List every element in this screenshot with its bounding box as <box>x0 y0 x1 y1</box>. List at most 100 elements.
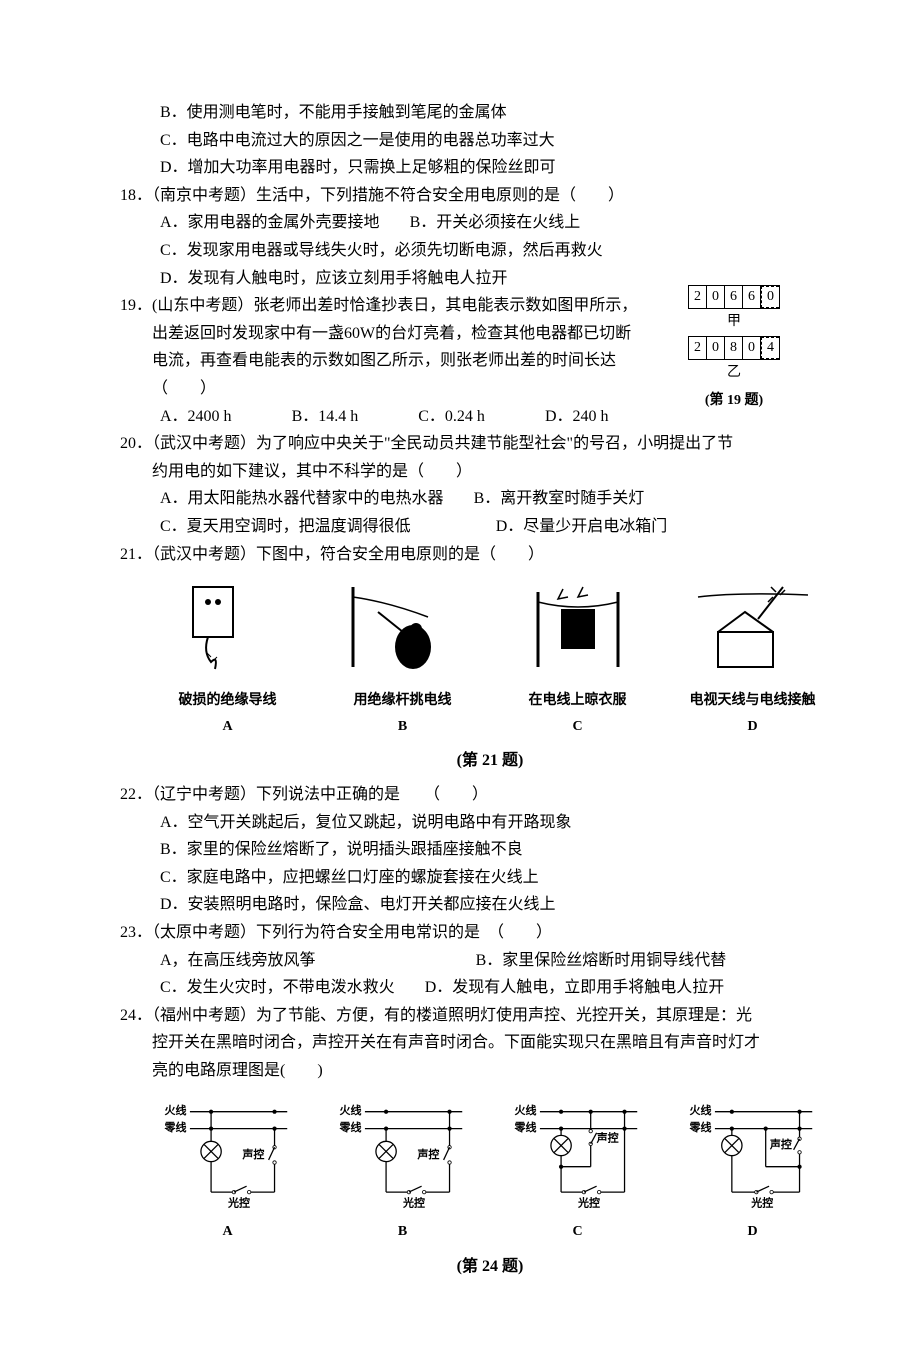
q24-circuits: 火线 零线 声控 光控 A <box>140 1099 840 1244</box>
svg-text:光控: 光控 <box>227 1195 250 1209</box>
q23-d: D．发现有人触电，立即用手将触电人拉开 <box>425 975 725 1001</box>
q17-opt-d: D．增加大功率用电器时，只需换上足够粗的保险丝即可 <box>120 155 860 181</box>
cap: 电视天线与电线接触 <box>665 690 840 712</box>
q18-a: A．家用电器的金属外壳要接地 <box>160 210 380 236</box>
meter-yi-label: 乙 <box>688 362 780 384</box>
circuit-b: 火线 零线 声控 光控 B <box>315 1099 490 1244</box>
svg-text:零线: 零线 <box>163 1120 186 1134</box>
lbl: B <box>315 716 490 738</box>
cap: 破损的绝缘导线 <box>140 690 315 712</box>
svg-text:火线: 火线 <box>514 1103 536 1117</box>
cap: 在电线上晾衣服 <box>490 690 665 712</box>
q21-stem: 21．（武汉中考题）下图中，符合安全用电原则的是（ ） <box>120 542 860 568</box>
lbl: C <box>490 716 665 738</box>
d: 2 <box>689 337 707 359</box>
q20-b: B．离开教室时随手关灯 <box>474 486 645 512</box>
q21-figures: 破损的绝缘导线 A 用绝缘杆挑电线 B 在电线上晾衣服 C <box>140 577 840 738</box>
q23-a: A，在高压线旁放风筝 <box>160 948 316 974</box>
svg-text:光控: 光控 <box>577 1195 600 1209</box>
q21-fig-a: 破损的绝缘导线 A <box>140 577 315 738</box>
q21-fig-d: 电视天线与电线接触 D <box>665 577 840 738</box>
lbl: A <box>140 1221 315 1243</box>
d: 0 <box>707 337 725 359</box>
svg-text:光控: 光控 <box>402 1195 425 1209</box>
q18-c: C．发现家用电器或导线失火时，必须先切断电源，然后再救火 <box>120 238 860 264</box>
q22-stem: 22．（辽宁中考题）下列说法中正确的是 （ ） <box>120 782 860 808</box>
q19-meters: 2 0 6 6 0 甲 2 0 8 0 4 乙 (第 19 题) <box>688 283 780 413</box>
q20-c: C．夏天用空调时，把温度调得很低 <box>160 514 411 540</box>
svg-text:声控: 声控 <box>595 1130 618 1144</box>
q20-a: A．用太阳能热水器代替家中的电热水器 <box>160 486 444 512</box>
circuit-d-svg: 火线 零线 声控 <box>683 1099 823 1209</box>
lbl: C <box>490 1221 665 1243</box>
svg-text:光控: 光控 <box>750 1195 773 1209</box>
d: 2 <box>689 286 707 308</box>
q19-c: C．0.24 h <box>418 404 485 430</box>
q18-stem: 18．（南京中考题）生活中，下列措施不符合安全用电原则的是（ ） <box>120 183 860 209</box>
lbl: D <box>665 1221 840 1243</box>
circuit-a-svg: 火线 零线 声控 光控 <box>158 1099 298 1209</box>
q17-opt-b: B．使用测电笔时，不能用手接触到笔尾的金属体 <box>120 100 860 126</box>
q20-stem: 20．（武汉中考题）为了响应中央关于"全民动员共建节能型社会"的号召，小明提出了… <box>120 431 860 457</box>
svg-text:声控: 声控 <box>241 1147 264 1161</box>
svg-text:火线: 火线 <box>164 1103 186 1117</box>
q22-d: D．安装照明电路时，保险盒、电灯开关都应接在火线上 <box>120 892 860 918</box>
d: 0 <box>761 286 779 308</box>
insulated-pole-icon <box>338 577 468 677</box>
d: 0 <box>743 337 761 359</box>
svg-text:零线: 零线 <box>338 1120 361 1134</box>
lbl: D <box>665 716 840 738</box>
d: 6 <box>743 286 761 308</box>
lbl: A <box>140 716 315 738</box>
circuit-b-svg: 火线 零线 声控 光控 <box>333 1099 473 1209</box>
q24-c2: 亮的电路原理图是( ) <box>120 1058 860 1084</box>
q22-b: B．家里的保险丝熔断了，说明插头跟插座接触不良 <box>120 837 860 863</box>
q19-b: B．14.4 h <box>292 404 359 430</box>
lbl: B <box>315 1221 490 1243</box>
q23-b: B．家里保险丝熔断时用铜导线代替 <box>476 948 727 974</box>
q20-cont: 约用电的如下建议，其中不科学的是（ ） <box>120 459 860 485</box>
q24-stem: 24．（福州中考题）为了节能、方便，有的楼道照明灯使用声控、光控开关，其原理是：… <box>120 1003 860 1029</box>
q23-c: C．发生火灾时，不带电泼水救火 <box>160 975 395 1001</box>
cap: 用绝缘杆挑电线 <box>315 690 490 712</box>
svg-text:零线: 零线 <box>688 1120 711 1134</box>
svg-text:声控: 声控 <box>416 1147 439 1161</box>
svg-text:火线: 火线 <box>689 1103 711 1117</box>
d: 0 <box>707 286 725 308</box>
circuit-a: 火线 零线 声控 光控 A <box>140 1099 315 1244</box>
q20-ab: A．用太阳能热水器代替家中的电热水器 B．离开教室时随手关灯 <box>120 486 860 512</box>
q19-d: D．240 h <box>545 404 609 430</box>
meter-jia: 2 0 6 6 0 <box>688 285 780 309</box>
circuit-d: 火线 零线 声控 <box>665 1099 840 1244</box>
q18-b: B．开关必须接在火线上 <box>410 210 581 236</box>
clothes-on-wire-icon <box>513 577 643 677</box>
meter-jia-label: 甲 <box>688 311 780 333</box>
q20-cd: C．夏天用空调时，把温度调得很低 D．尽量少开启电冰箱门 <box>120 514 860 540</box>
broken-wire-icon <box>163 577 293 677</box>
q24-c1: 控开关在黑暗时闭合，声控开关在有声音时闭合。下面能实现只在黑暗且有声音时灯才 <box>120 1030 860 1056</box>
q22-a: A．空气开关跳起后，复位又跳起，说明电路中有开路现象 <box>120 810 860 836</box>
circuit-c: 火线 零线 声控 <box>490 1099 665 1244</box>
meter-yi: 2 0 8 0 4 <box>688 336 780 360</box>
svg-text:零线: 零线 <box>513 1120 536 1134</box>
q19-block: 2 0 6 6 0 甲 2 0 8 0 4 乙 (第 19 题) 19．(山东中… <box>120 293 860 429</box>
antenna-wire-icon <box>688 577 818 677</box>
svg-text:声控: 声控 <box>768 1137 791 1151</box>
d: 8 <box>725 337 743 359</box>
q19-a: A．2400 h <box>160 404 232 430</box>
q21-fig-b: 用绝缘杆挑电线 B <box>315 577 490 738</box>
q19-fig-label: (第 19 题) <box>688 390 780 412</box>
q23-cd: C．发生火灾时，不带电泼水救火 D．发现有人触电，立即用手将触电人拉开 <box>120 975 860 1001</box>
svg-text:火线: 火线 <box>339 1103 361 1117</box>
q24-fig-label: (第 24 题) <box>120 1254 860 1280</box>
d: 6 <box>725 286 743 308</box>
q20-d: D．尽量少开启电冰箱门 <box>496 514 668 540</box>
q17-opt-c: C．电路中电流过大的原因之一是使用的电器总功率过大 <box>120 128 860 154</box>
q22-c: C．家庭电路中，应把螺丝口灯座的螺旋套接在火线上 <box>120 865 860 891</box>
q23-ab: A，在高压线旁放风筝 B．家里保险丝熔断时用铜导线代替 <box>120 948 860 974</box>
d: 4 <box>761 337 779 359</box>
q21-fig-c: 在电线上晾衣服 C <box>490 577 665 738</box>
circuit-c-svg: 火线 零线 声控 <box>508 1099 648 1209</box>
q21-fig-label: (第 21 题) <box>120 748 860 774</box>
q18-opts-ab: A．家用电器的金属外壳要接地 B．开关必须接在火线上 <box>120 210 860 236</box>
